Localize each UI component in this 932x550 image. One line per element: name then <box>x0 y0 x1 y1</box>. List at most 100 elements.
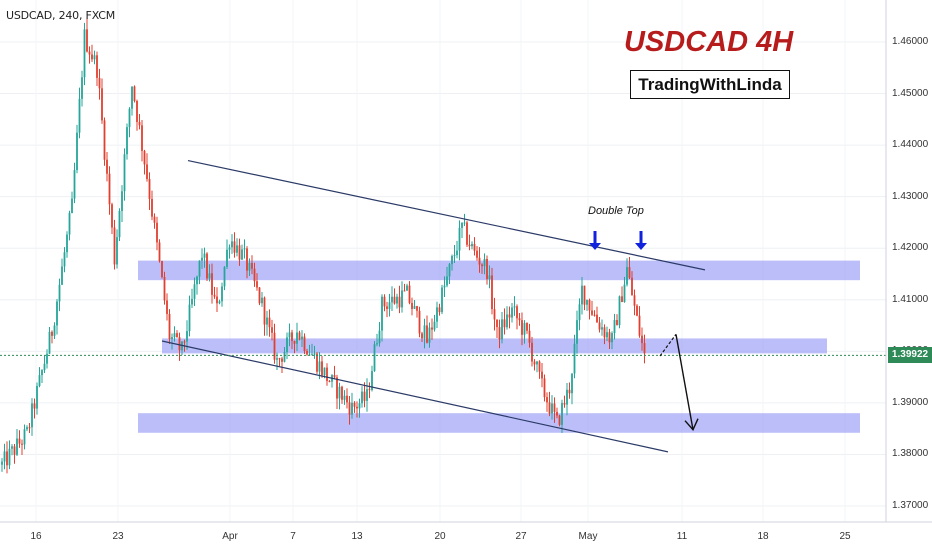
candle-body <box>173 333 176 338</box>
candle-body <box>633 295 636 306</box>
candle-body <box>406 285 408 291</box>
x-tick-label: 25 <box>839 531 851 542</box>
candle-body <box>496 319 498 328</box>
candle-body <box>156 222 158 243</box>
candle-body <box>573 343 576 374</box>
candle-body <box>171 337 173 340</box>
candle-body <box>606 332 608 338</box>
y-tick-label: 1.45000 <box>892 87 929 99</box>
candle-body <box>461 222 463 228</box>
candle-body <box>278 358 281 360</box>
candle-body <box>131 86 133 109</box>
candle-body <box>143 150 146 165</box>
x-tick-label: 20 <box>434 531 446 542</box>
candle-body <box>313 353 316 355</box>
candle-body <box>393 296 396 304</box>
candle-body <box>443 285 446 288</box>
candle-body <box>336 377 338 399</box>
candle-body <box>378 330 381 344</box>
candle-body <box>251 262 253 269</box>
candle-body <box>396 296 398 304</box>
candle-body <box>581 285 583 305</box>
candle-body <box>206 253 208 279</box>
candle-body <box>166 300 168 315</box>
candle-body <box>233 241 236 253</box>
candle-body <box>228 247 231 250</box>
x-tick-label: 23 <box>112 531 124 542</box>
candle-body <box>118 210 121 238</box>
candle-body <box>268 317 271 328</box>
candle-body <box>33 403 36 409</box>
candle-body <box>293 340 296 344</box>
candle-body <box>601 327 603 330</box>
candle-body <box>81 77 83 99</box>
down-arrow-icon <box>635 243 647 250</box>
candle-body <box>556 411 558 416</box>
candle-body <box>481 264 483 267</box>
candle-body <box>493 309 496 320</box>
candle-body <box>36 386 38 409</box>
candle-body <box>466 222 468 245</box>
candle-body <box>136 100 138 122</box>
candle-body <box>583 285 586 305</box>
candle-body <box>3 451 6 462</box>
candle-body <box>446 276 448 286</box>
candle-body <box>618 296 621 326</box>
candle-body <box>318 361 321 372</box>
candle-body <box>321 361 323 376</box>
y-tick-label: 1.39000 <box>892 396 929 408</box>
chart-title: USDCAD 4H <box>624 26 794 58</box>
candle-body <box>478 257 481 265</box>
support-resistance-zones <box>138 260 860 433</box>
candle-body <box>453 255 456 257</box>
candle-body <box>643 343 646 354</box>
candle-body <box>63 252 66 267</box>
candle-body <box>598 322 601 330</box>
candle-body <box>456 250 458 256</box>
candle-body <box>463 222 466 224</box>
candle-body <box>311 354 313 356</box>
x-tick-label: 16 <box>30 531 42 542</box>
candle-body <box>138 121 141 126</box>
candle-body <box>488 275 491 279</box>
candle-body <box>411 302 413 309</box>
candle-body <box>371 371 373 391</box>
candle-body <box>21 443 23 445</box>
candle-body <box>551 403 553 414</box>
candle-body <box>528 330 531 343</box>
candle-body <box>71 198 73 214</box>
candle-body <box>613 319 616 334</box>
candle-body <box>621 296 623 303</box>
candle-body <box>303 336 306 351</box>
candle-body <box>148 179 151 199</box>
candle-body <box>43 363 46 371</box>
current-price-badge: 1.39922 <box>888 347 932 364</box>
candle-body <box>623 284 626 303</box>
candle-body <box>223 266 226 287</box>
candle-body <box>491 275 493 310</box>
candle-body <box>511 307 513 318</box>
candle-body <box>286 337 288 353</box>
candle-body <box>538 361 541 372</box>
candle-body <box>531 342 533 362</box>
candle-body <box>203 253 206 258</box>
candle-body <box>146 164 148 180</box>
candle-body <box>211 273 213 295</box>
candle-body <box>641 335 643 344</box>
candle-body <box>383 296 386 307</box>
candle-body <box>351 402 353 415</box>
candle-body <box>563 403 566 405</box>
candle-body <box>11 446 13 449</box>
candle-body <box>248 262 251 271</box>
candle-body <box>106 159 108 174</box>
candle-body <box>536 361 538 365</box>
candle-body <box>401 290 403 308</box>
y-tick-label: 1.44000 <box>892 139 929 151</box>
candle-body <box>161 261 163 278</box>
candle-body <box>53 325 56 336</box>
candle-body <box>88 51 91 55</box>
channel-trendlines <box>161 159 706 453</box>
candle-body <box>418 310 421 334</box>
candle-body <box>611 333 613 343</box>
